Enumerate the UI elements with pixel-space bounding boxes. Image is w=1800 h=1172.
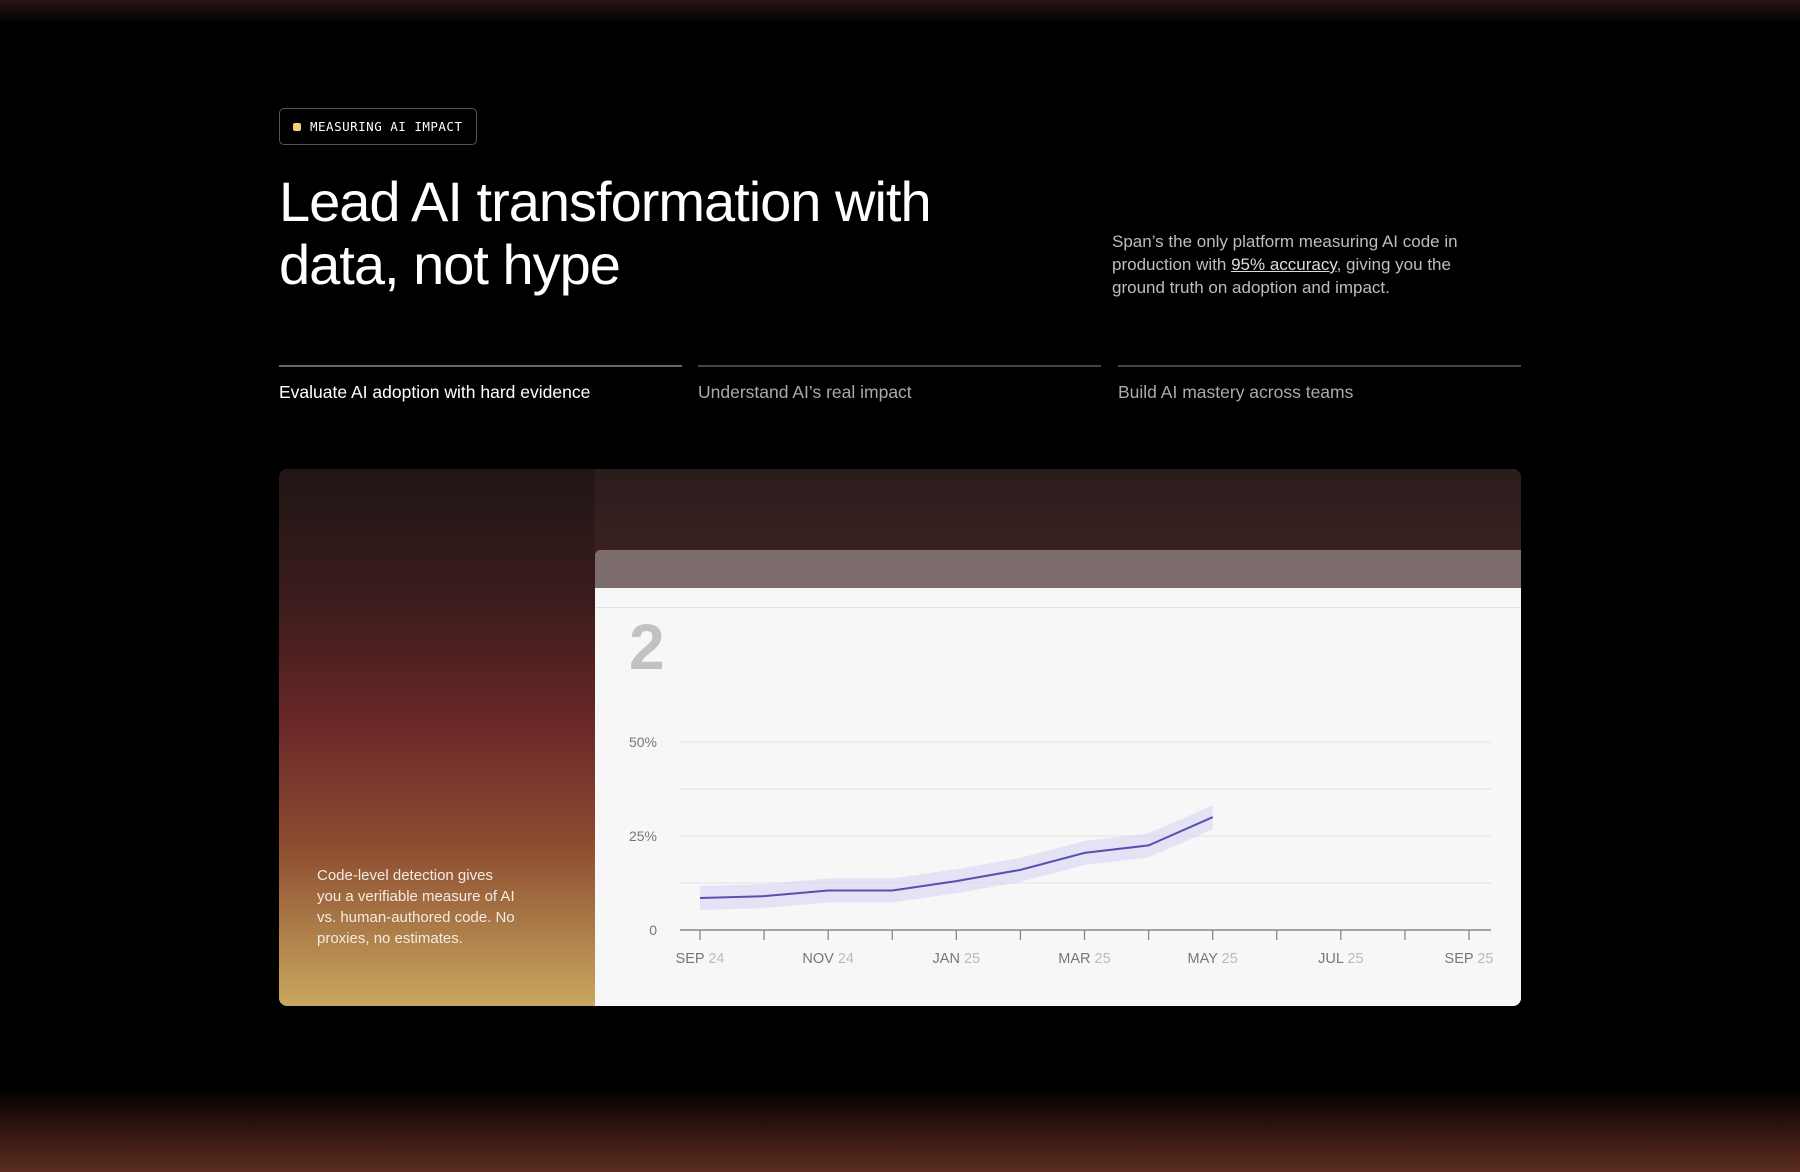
intro-part: , giving you the ground truth on adoptio… <box>1112 255 1451 297</box>
feature-card: Code-level detection gives you a verifia… <box>279 469 1521 1006</box>
card-top <box>594 469 1521 551</box>
chart-panel: 2 0 25% 50% SEP 24 NOV 24 JAN 25 MAR 25 MAY 25 J… <box>595 550 1521 1006</box>
tab-build-mastery[interactable]: Build AI mastery across teams <box>1118 365 1521 403</box>
badge-label: MEASURING AI IMPACT <box>310 119 463 134</box>
tab-understand-impact[interactable]: Understand AI’s real impact <box>698 365 1101 403</box>
ai-code-chart: 0 25% 50% SEP 24 NOV 24 JAN 25 MAR 25 MAY 25 JUL… <box>629 734 1494 967</box>
x-tick-label: SEP 25 <box>1445 951 1494 967</box>
panel-header <box>595 550 1521 588</box>
y-tick-label: 0 <box>649 922 657 938</box>
x-tick-label: JAN 25 <box>933 951 981 967</box>
top-glow <box>0 0 1800 24</box>
panel-divider <box>595 588 1521 608</box>
intro-part: Span’s the only platform measuring AI co… <box>1112 232 1458 274</box>
x-tick-label: JUL 25 <box>1318 951 1363 967</box>
x-tick-label: MAY 25 <box>1188 951 1238 967</box>
y-tick-label: 25% <box>629 828 657 844</box>
accuracy-link[interactable]: 95% accuracy <box>1231 255 1337 274</box>
confidence-band <box>700 805 1213 911</box>
page-title: Lead AI transformation with data, not hy… <box>279 170 932 296</box>
tab-evaluate-adoption[interactable]: Evaluate AI adoption with hard evidence <box>279 365 682 403</box>
x-tick-label: SEP 24 <box>676 951 725 967</box>
big-number: 2 <box>629 611 665 683</box>
y-tick-label: 50% <box>629 734 657 750</box>
x-tick-label: MAR 25 <box>1058 951 1110 967</box>
x-tick-label: NOV 24 <box>802 951 854 967</box>
intro-text: Span’s the only platform measuring AI co… <box>1112 230 1492 299</box>
square-dot-icon <box>293 122 301 131</box>
card-caption: Code-level detection gives you a verifia… <box>317 867 515 947</box>
bottom-glow <box>0 1088 1800 1172</box>
section-badge: MEASURING AI IMPACT <box>279 108 477 145</box>
